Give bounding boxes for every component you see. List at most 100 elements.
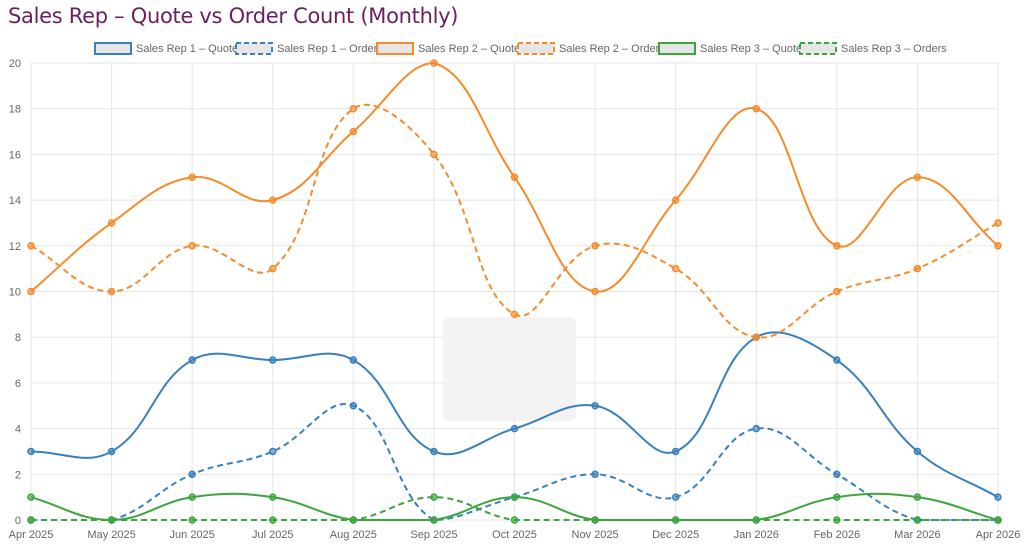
legend-label: Sales Rep 1 – Quotes (136, 43, 244, 55)
legend-swatch (94, 42, 132, 55)
data-point (833, 287, 841, 296)
data-point (994, 493, 1002, 501)
legend-item: Sales Rep 3 – Orders (799, 42, 947, 55)
y-tick-label: 16 (9, 149, 21, 161)
legend-item: Sales Rep 2 – Orders (517, 42, 665, 55)
legend-label: Sales Rep 3 – Quotes (700, 43, 808, 55)
data-point (833, 470, 841, 479)
data-point (349, 402, 358, 410)
data-point (671, 493, 680, 501)
y-tick-label: 14 (9, 195, 21, 207)
data-point (833, 493, 841, 501)
x-tick-label: Jul 2025 (252, 529, 294, 541)
tooltip (443, 317, 576, 421)
data-point (913, 173, 922, 181)
data-point (591, 242, 599, 250)
data-point (591, 402, 599, 410)
data-point (430, 150, 438, 159)
data-point (591, 516, 599, 524)
series-sales-rep-1-quotes (27, 331, 1002, 501)
data-point (913, 493, 922, 501)
data-point (752, 424, 760, 433)
legend-swatch (799, 42, 837, 55)
x-tick-label: Nov 2025 (572, 529, 619, 541)
data-point (349, 356, 358, 364)
x-tick-label: Apr 2026 (976, 529, 1021, 541)
data-point (269, 493, 277, 501)
data-point (188, 493, 196, 501)
data-point (269, 356, 277, 364)
legend-label: Sales Rep 2 – Orders (559, 43, 665, 55)
legend-swatch (517, 42, 555, 55)
y-tick-label: 6 (15, 378, 21, 390)
data-point (510, 493, 519, 501)
data-point (269, 447, 277, 456)
data-point (913, 516, 922, 524)
legend-swatch (235, 42, 273, 55)
data-point (27, 447, 35, 456)
data-point (591, 470, 599, 479)
data-point (994, 219, 1002, 227)
y-tick-label: 0 (15, 515, 21, 527)
x-tick-label: Sep 2025 (410, 529, 457, 541)
data-point (107, 516, 116, 524)
data-point (269, 196, 277, 204)
chart-title: Sales Rep – Quote vs Order Count (Monthl… (8, 4, 459, 28)
series-sales-rep-2-quotes (27, 59, 1002, 296)
data-point (510, 310, 519, 319)
y-tick-label: 12 (9, 241, 21, 253)
x-tick-label: Jun 2025 (170, 529, 215, 541)
data-point (752, 333, 760, 341)
data-point (188, 173, 196, 181)
data-point (752, 516, 760, 524)
data-point (27, 242, 35, 250)
x-tick-label: Mar 2026 (894, 529, 940, 541)
data-point (188, 356, 196, 364)
y-tick-label: 8 (15, 332, 21, 344)
data-point (107, 219, 116, 227)
data-point (671, 264, 680, 273)
data-point (430, 493, 438, 501)
series-sales-rep-3-orders (27, 493, 1002, 524)
data-point (430, 59, 438, 67)
data-point (27, 493, 35, 501)
data-point (349, 104, 358, 113)
legend-item: Sales Rep 2 – Quotes (376, 42, 526, 55)
data-point (27, 516, 35, 524)
data-point (510, 173, 519, 181)
legend-swatch (376, 42, 414, 55)
data-point (188, 242, 196, 250)
x-tick-label: Oct 2025 (492, 529, 537, 541)
data-point (269, 516, 277, 524)
data-point (671, 196, 680, 204)
legend-item: Sales Rep 3 – Quotes (658, 42, 808, 55)
data-point (430, 516, 438, 524)
legend-swatch (658, 42, 696, 55)
data-point (591, 287, 599, 296)
x-tick-label: Apr 2025 (9, 529, 54, 541)
data-point (349, 516, 358, 524)
x-tick-label: Aug 2025 (330, 529, 377, 541)
data-point (269, 264, 277, 273)
data-point (994, 516, 1002, 524)
data-point (107, 287, 116, 296)
x-tick-label: Feb 2026 (814, 529, 860, 541)
data-point (833, 242, 841, 250)
y-tick-label: 20 (9, 58, 21, 70)
legend-item: Sales Rep 1 – Quotes (94, 42, 244, 55)
x-tick-label: Jan 2026 (734, 529, 779, 541)
data-point (510, 424, 519, 433)
data-point (430, 447, 438, 456)
data-point (913, 264, 922, 273)
y-tick-label: 10 (9, 287, 21, 299)
legend-item: Sales Rep 1 – Orders (235, 42, 383, 55)
data-point (27, 287, 35, 296)
data-point (188, 516, 196, 524)
data-point (913, 447, 922, 456)
data-point (107, 447, 116, 456)
data-point (671, 447, 680, 456)
data-point (994, 242, 1002, 250)
data-point (833, 356, 841, 364)
series-line (30, 103, 999, 339)
data-point (752, 104, 760, 113)
